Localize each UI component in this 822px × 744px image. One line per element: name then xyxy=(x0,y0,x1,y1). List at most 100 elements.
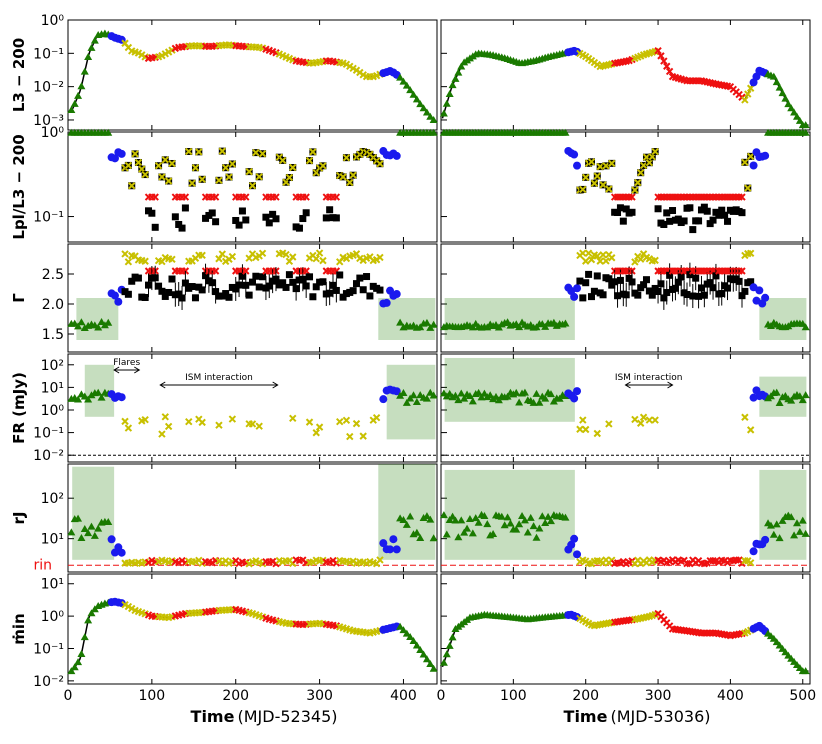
gamma-point-c0 xyxy=(382,298,391,307)
gamma-square-c0 xyxy=(349,287,357,295)
x-tick-label-c0-0: 0 xyxy=(64,688,73,704)
FR-point-c1 xyxy=(631,415,639,424)
gamma-point-c0 xyxy=(121,250,129,258)
FR-point-c1 xyxy=(798,396,807,404)
mdot-point-c0 xyxy=(396,622,405,630)
x-tick-label-c1-4: 400 xyxy=(717,688,744,704)
Lpl-square-c1 xyxy=(619,217,627,225)
flares-label: Flares xyxy=(113,358,140,368)
gamma-point-c0 xyxy=(289,253,297,261)
FR-point-c1 xyxy=(520,388,529,396)
gamma-point-c0 xyxy=(315,249,324,257)
rJ-point-c1 xyxy=(463,524,472,532)
gamma-square-c0 xyxy=(242,281,250,289)
Lpl-point-c1 xyxy=(599,181,607,189)
Lpl-square-c0 xyxy=(148,209,156,217)
FR-point-c0 xyxy=(359,432,367,440)
Lpl-point-c0 xyxy=(272,193,280,201)
FR-point-c1 xyxy=(541,394,550,402)
Lpl-point-c1 xyxy=(605,185,613,193)
Lpl-square-c1 xyxy=(715,211,723,219)
gamma-square-c0 xyxy=(235,281,243,289)
Lpl-point-c0 xyxy=(195,148,203,156)
rJ-point-c1 xyxy=(497,512,506,520)
rJ-point-c0 xyxy=(376,556,384,564)
FR-point-c1 xyxy=(581,425,590,434)
gamma-square-c0 xyxy=(339,293,347,301)
gamma-point-c1 xyxy=(631,258,639,266)
gamma-point-c1 xyxy=(602,257,610,265)
gamma-square-c1 xyxy=(657,280,665,288)
x-tick-label-c0-1: 100 xyxy=(138,688,165,704)
rJ-point-c0 xyxy=(419,514,428,522)
y-tick-label-r0-2: 10⁻² xyxy=(33,80,64,96)
rJ-point-c1 xyxy=(468,529,477,537)
FR-point-c0 xyxy=(255,422,263,430)
L-point-c1 xyxy=(654,46,662,55)
y-axis-label-r5: ṁin xyxy=(10,613,28,644)
gamma-square-c1 xyxy=(700,291,708,299)
gamma-square-c0 xyxy=(319,278,327,286)
Lpl-square-c0 xyxy=(322,214,330,222)
y-tick-label-r5-1: 10⁰ xyxy=(41,609,65,625)
Lpl-point-c0 xyxy=(258,150,267,158)
FR-point-c1 xyxy=(477,393,486,401)
FR-point-c1 xyxy=(515,398,524,406)
Lpl-point-c1 xyxy=(651,147,659,156)
gamma-square-c0 xyxy=(134,274,142,282)
L-point-c0 xyxy=(90,36,99,44)
L-point-c1 xyxy=(439,109,448,117)
gamma-square-c0 xyxy=(252,272,260,280)
gamma-point-c0 xyxy=(168,255,176,264)
gamma-square-c0 xyxy=(198,286,206,294)
rJ-point-c1 xyxy=(546,517,555,525)
mdot-point-c0 xyxy=(416,646,425,654)
gamma-point-c0 xyxy=(312,254,320,263)
FR-point-c0 xyxy=(289,414,297,423)
mdot-point-c0 xyxy=(429,664,438,672)
gamma-square-c0 xyxy=(255,283,263,291)
gamma-point-c1 xyxy=(651,256,659,265)
gamma-square-c1 xyxy=(645,287,653,295)
gamma-point-c1 xyxy=(581,257,590,265)
rJ-point-c0 xyxy=(412,528,421,536)
rJ-point-c0 xyxy=(117,548,126,557)
Lpl-point-c1 xyxy=(587,158,596,166)
mdot-point-c0 xyxy=(422,655,431,663)
L-point-c0 xyxy=(67,105,76,113)
FR-point-c0 xyxy=(346,432,354,441)
FR-point-c1 xyxy=(503,392,512,400)
Lpl-point-c0 xyxy=(221,163,230,172)
FR-point-c0 xyxy=(74,395,83,403)
gamma-point-c1 xyxy=(570,292,579,301)
gamma-square-c1 xyxy=(599,291,607,299)
Lpl-point-c0 xyxy=(131,150,139,158)
rJ-point-c0 xyxy=(426,515,435,523)
panel-frame-r3-c1 xyxy=(440,353,811,463)
Lpl-point-c0 xyxy=(141,170,149,179)
panel-frame-r5-c0 xyxy=(67,573,438,685)
gamma-square-c0 xyxy=(208,279,216,287)
x-axis-label-bold-c0: Time xyxy=(191,707,235,726)
Lpl-square-c1 xyxy=(616,204,624,212)
L-point-c1 xyxy=(775,83,784,91)
Lpl-square-c0 xyxy=(151,223,159,231)
Lpl-point-c0 xyxy=(332,193,341,201)
y-tick-label-r1-0: 10⁰ xyxy=(41,125,65,141)
rJ-point-c1 xyxy=(515,520,524,528)
rJ-point-c0 xyxy=(399,515,408,523)
Lpl-square-c0 xyxy=(171,213,179,221)
gamma-square-c1 xyxy=(576,277,584,285)
gamma-square-c1 xyxy=(735,277,743,285)
gamma-point-c0 xyxy=(211,267,220,275)
rJ-point-c1 xyxy=(795,527,804,535)
L-point-c0 xyxy=(77,82,86,90)
Lpl-square-c0 xyxy=(269,210,277,218)
rJ-point-c0 xyxy=(386,545,395,554)
gamma-point-c1 xyxy=(541,322,550,330)
rJ-point-c1 xyxy=(561,513,570,521)
x-tick-label-c1-0: 0 xyxy=(437,688,446,704)
mdot-point-c1 xyxy=(801,667,810,675)
rJ-point-c1 xyxy=(532,533,541,541)
FR-point-c1 xyxy=(486,391,495,399)
